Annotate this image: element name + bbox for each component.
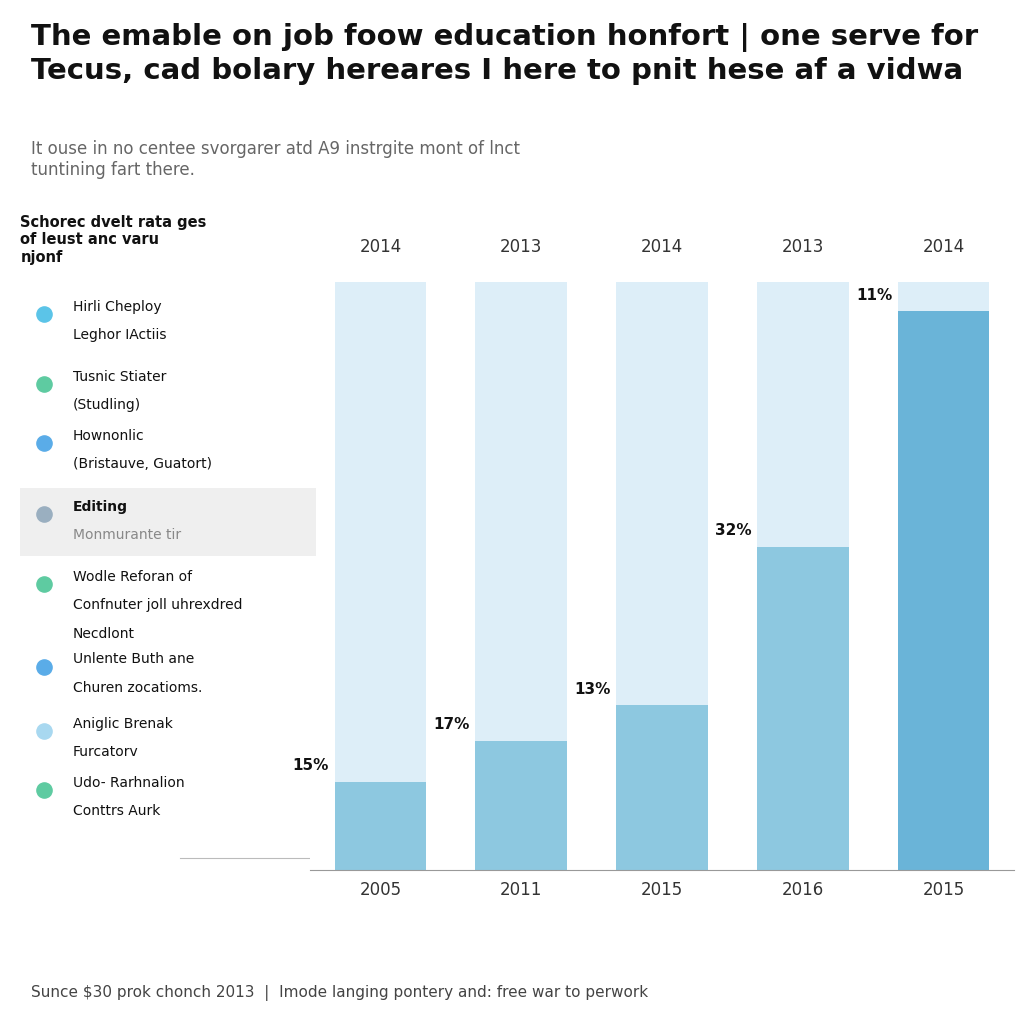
Text: 2014: 2014 (359, 239, 401, 256)
Point (36, 506, 52, 522)
Point (36, 435, 52, 452)
Text: Hownonlic: Hownonlic (73, 429, 144, 443)
Text: Conttrs Aurk: Conttrs Aurk (73, 804, 160, 818)
Text: 2014: 2014 (923, 239, 965, 256)
FancyBboxPatch shape (20, 487, 315, 556)
Text: 32%: 32% (715, 523, 752, 538)
Text: 17%: 17% (433, 717, 470, 732)
Text: Aniglic Brenak: Aniglic Brenak (73, 717, 172, 731)
Text: 2013: 2013 (781, 239, 824, 256)
Text: (Studling): (Studling) (73, 398, 140, 413)
Text: Schorec dvelt rata ges
of leust anc varu
njonf: Schorec dvelt rata ges of leust anc varu… (20, 215, 207, 265)
Text: The emable on job foow education honfort | one serve for
Tecus, cad bolary herea: The emable on job foow education honfort… (31, 24, 978, 85)
Bar (475, 282, 567, 870)
Text: 2013: 2013 (500, 239, 543, 256)
Text: Editing: Editing (73, 500, 128, 514)
Text: Tusnic Stiater: Tusnic Stiater (73, 371, 166, 384)
Bar (335, 781, 426, 870)
Text: Udo- Rarhnalion: Udo- Rarhnalion (73, 776, 184, 790)
Bar (335, 282, 426, 870)
Text: Leghor IActiis: Leghor IActiis (73, 328, 166, 342)
Point (36, 376, 52, 392)
Text: 13%: 13% (574, 682, 610, 696)
Text: 11%: 11% (856, 288, 892, 302)
Text: Unlente Buth ane: Unlente Buth ane (73, 652, 194, 667)
Point (36, 305, 52, 322)
Bar (757, 547, 849, 870)
Bar (898, 311, 989, 870)
Bar (475, 740, 567, 870)
Point (36, 577, 52, 593)
Text: 2014: 2014 (641, 239, 683, 256)
Text: Wodle Reforan of: Wodle Reforan of (73, 570, 191, 584)
Text: It ouse in no centee svorgarer atd A9 instrgite mont of lnct
tuntining fart ther: It ouse in no centee svorgarer atd A9 in… (31, 140, 520, 179)
Text: Necdlont: Necdlont (73, 627, 134, 641)
Bar (616, 282, 708, 870)
Text: Churen zocatioms.: Churen zocatioms. (73, 681, 202, 694)
Bar (616, 706, 708, 870)
Text: (Bristauve, Guatort): (Bristauve, Guatort) (73, 458, 212, 471)
Text: Furcatorv: Furcatorv (73, 745, 138, 760)
Bar (898, 282, 989, 870)
Text: Sunce $30 prok chonch 2013  |  Imode langing pontery and: free war to perwork: Sunce $30 prok chonch 2013 | Imode langi… (31, 985, 648, 1001)
Point (36, 658, 52, 675)
Point (36, 782, 52, 799)
Point (36, 723, 52, 739)
Text: Confnuter joll uhrexdred: Confnuter joll uhrexdred (73, 598, 242, 612)
Bar (757, 282, 849, 870)
Text: 15%: 15% (293, 758, 329, 773)
Text: Hirli Cheploy: Hirli Cheploy (73, 300, 161, 313)
Text: Monmurante tir: Monmurante tir (73, 527, 180, 542)
